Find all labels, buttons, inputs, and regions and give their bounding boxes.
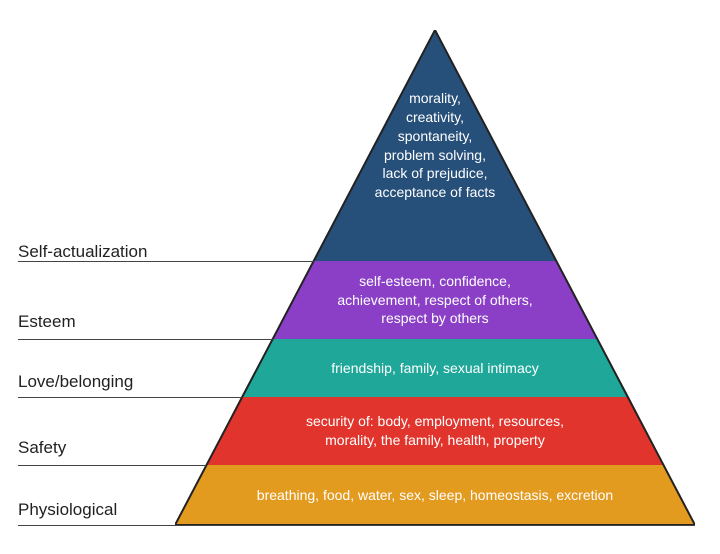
level-content: self-esteem, confidence,achievement, res… xyxy=(337,272,532,329)
label-safety: Safety xyxy=(18,438,66,458)
label-self-actualization: Self-actualization xyxy=(18,242,147,262)
level-physiological: breathing, food, water, sex, sleep, home… xyxy=(175,465,695,525)
line-esteem xyxy=(18,339,273,340)
line-self-actualization xyxy=(18,261,314,262)
level-content: security of: body, employment, resources… xyxy=(306,412,564,450)
line-love-belonging xyxy=(18,397,242,398)
level-love-belonging: friendship, family, sexual intimacy xyxy=(241,339,629,397)
level-content: breathing, food, water, sex, sleep, home… xyxy=(257,486,613,505)
label-physiological: Physiological xyxy=(18,500,117,520)
level-safety: security of: body, employment, resources… xyxy=(206,397,664,465)
level-self-actualization: morality,creativity,spontaneity,problem … xyxy=(313,30,557,261)
level-esteem: self-esteem, confidence,achievement, res… xyxy=(272,261,598,339)
pyramid: morality,creativity,spontaneity,problem … xyxy=(175,30,695,525)
label-esteem: Esteem xyxy=(18,312,76,332)
line-physiological xyxy=(18,525,695,526)
line-safety xyxy=(18,465,206,466)
level-content: friendship, family, sexual intimacy xyxy=(331,359,538,378)
level-content: morality,creativity,spontaneity,problem … xyxy=(375,89,496,202)
label-love-belonging: Love/belonging xyxy=(18,372,133,392)
maslow-pyramid-diagram: morality,creativity,spontaneity,problem … xyxy=(0,0,720,554)
